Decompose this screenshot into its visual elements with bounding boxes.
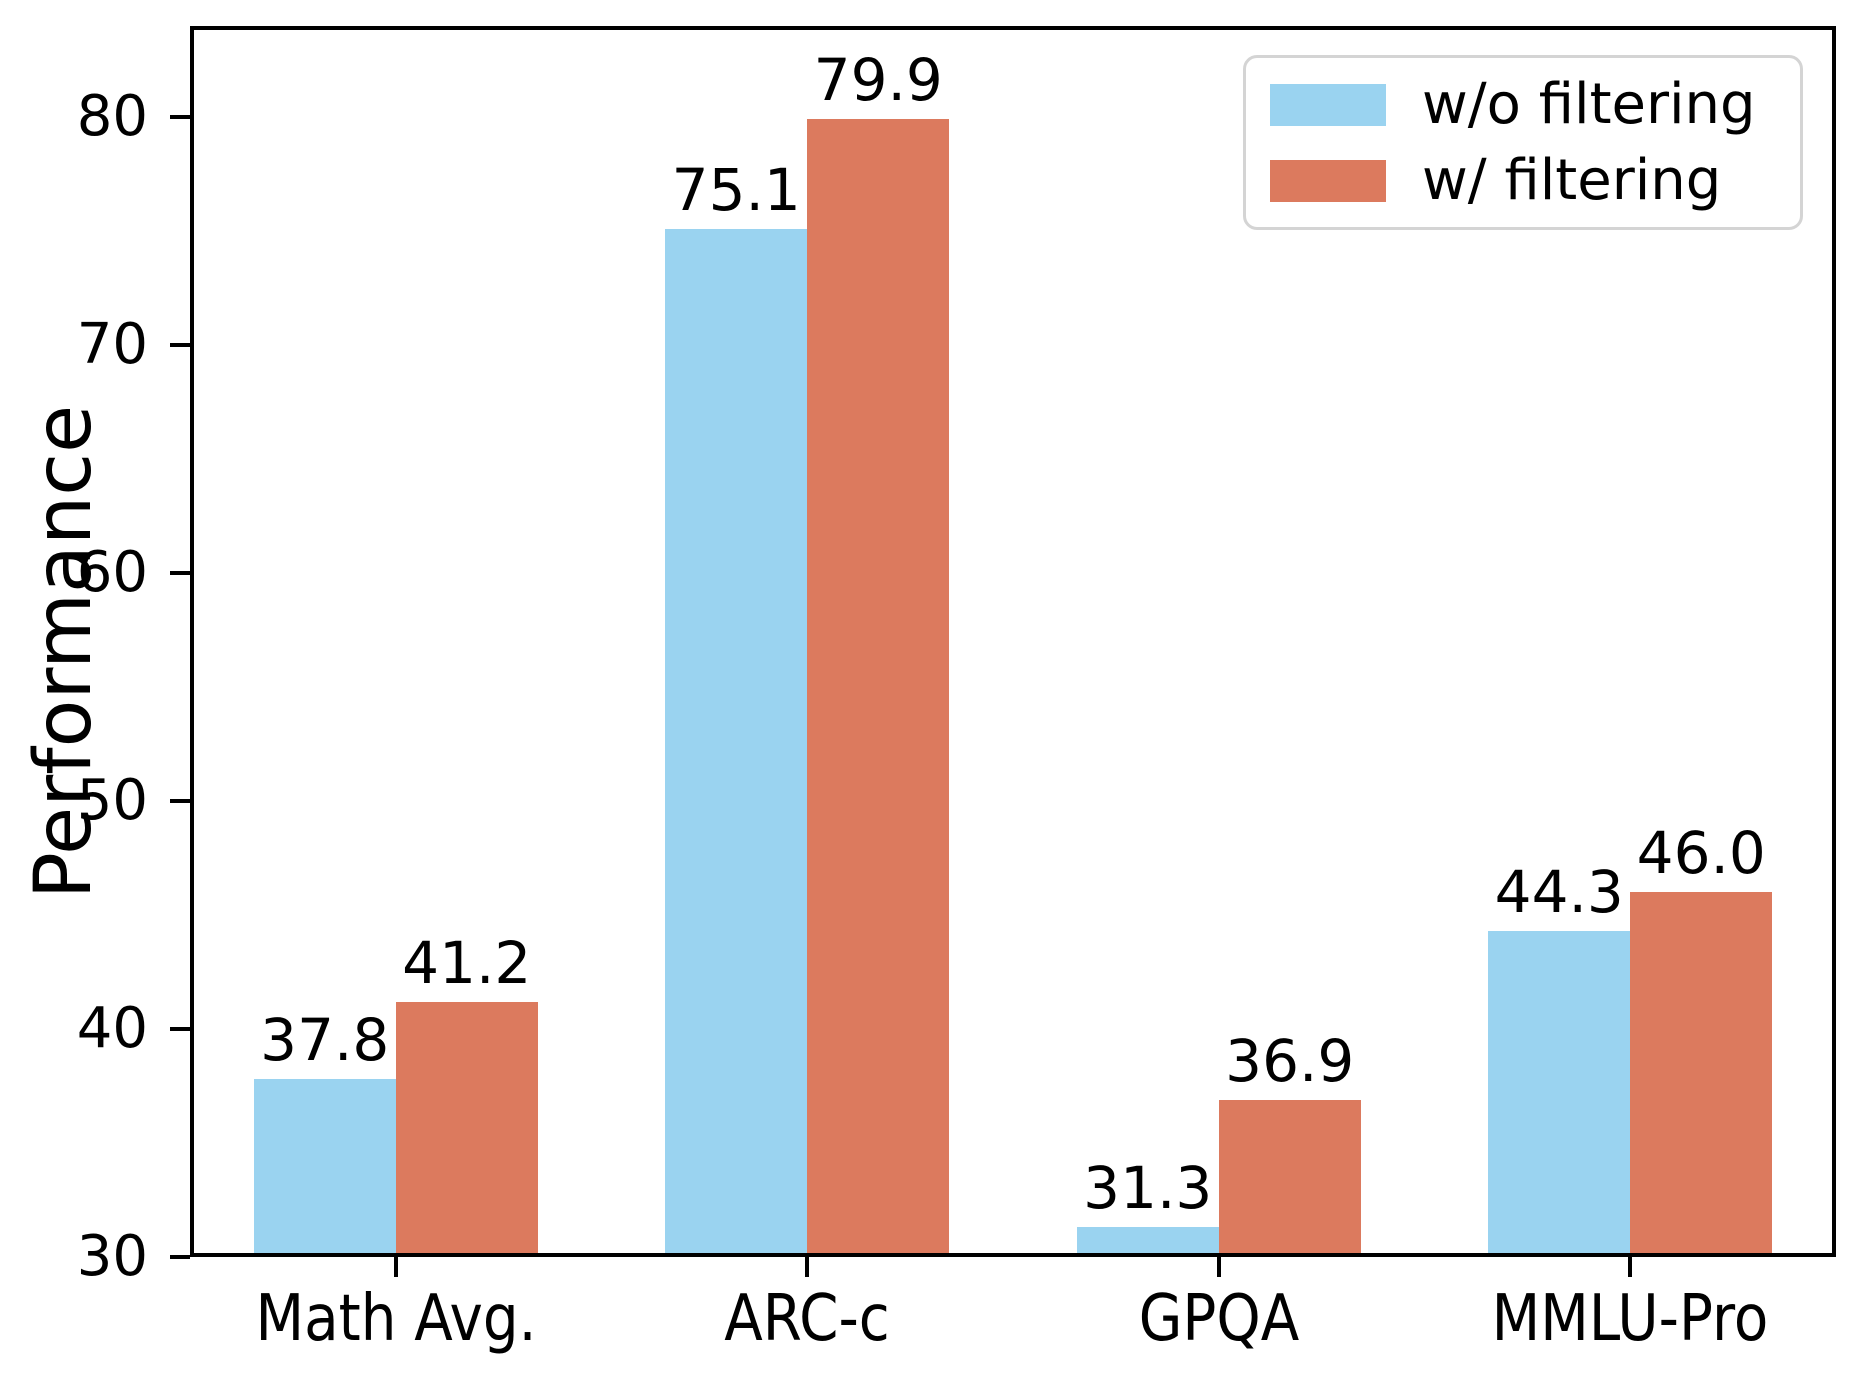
legend-label-without-filtering: w/o filtering <box>1422 71 1756 137</box>
y-tick-label: 30 <box>76 1224 148 1289</box>
x-tick-label: Math Avg. <box>255 1282 537 1356</box>
legend-row: w/ filtering <box>1270 147 1800 213</box>
bar-value-label: 36.9 <box>1225 1026 1355 1095</box>
x-tick-label: MMLU-Pro <box>1491 1282 1769 1356</box>
y-tick <box>170 1255 190 1259</box>
y-tick-label: 60 <box>76 540 148 606</box>
bar <box>1630 892 1773 1257</box>
bar-value-label: 41.2 <box>402 928 532 997</box>
y-tick <box>170 343 190 348</box>
x-tick-label: GPQA <box>1138 1282 1299 1356</box>
legend: w/o filtering w/ filtering <box>1243 55 1803 230</box>
y-tick <box>170 1027 190 1032</box>
y-tick <box>170 799 190 804</box>
y-tick-label: 80 <box>76 84 148 150</box>
x-tick <box>1628 1257 1633 1277</box>
bar <box>665 228 808 1257</box>
bar-value-label: 79.9 <box>813 46 943 115</box>
bar <box>1076 1227 1219 1257</box>
y-tick-label: 40 <box>76 996 148 1062</box>
legend-row: w/o filtering <box>1270 71 1800 137</box>
bar <box>1218 1099 1361 1257</box>
x-tick <box>393 1257 398 1277</box>
x-tick-label: ARC-c <box>724 1282 890 1356</box>
y-tick <box>170 571 190 576</box>
bar-value-label: 46.0 <box>1636 819 1766 888</box>
bar-value-label: 37.8 <box>260 1006 390 1075</box>
legend-swatch-without-filtering-icon <box>1270 83 1386 126</box>
y-tick-label: 50 <box>76 768 148 834</box>
legend-label-with-filtering: w/ filtering <box>1422 147 1722 213</box>
bar-value-label: 75.1 <box>671 155 801 224</box>
bar <box>253 1079 396 1257</box>
bar <box>807 119 950 1257</box>
bar <box>1488 931 1631 1257</box>
y-tick-label: 70 <box>76 312 148 378</box>
x-tick <box>1216 1257 1221 1277</box>
legend-swatch-with-filtering-icon <box>1270 159 1386 202</box>
y-axis-label: Performance <box>19 404 109 900</box>
x-tick <box>805 1257 810 1277</box>
bar-value-label: 31.3 <box>1083 1154 1213 1223</box>
bar-value-label: 44.3 <box>1494 858 1624 927</box>
y-tick <box>170 115 190 120</box>
bar <box>395 1001 538 1257</box>
